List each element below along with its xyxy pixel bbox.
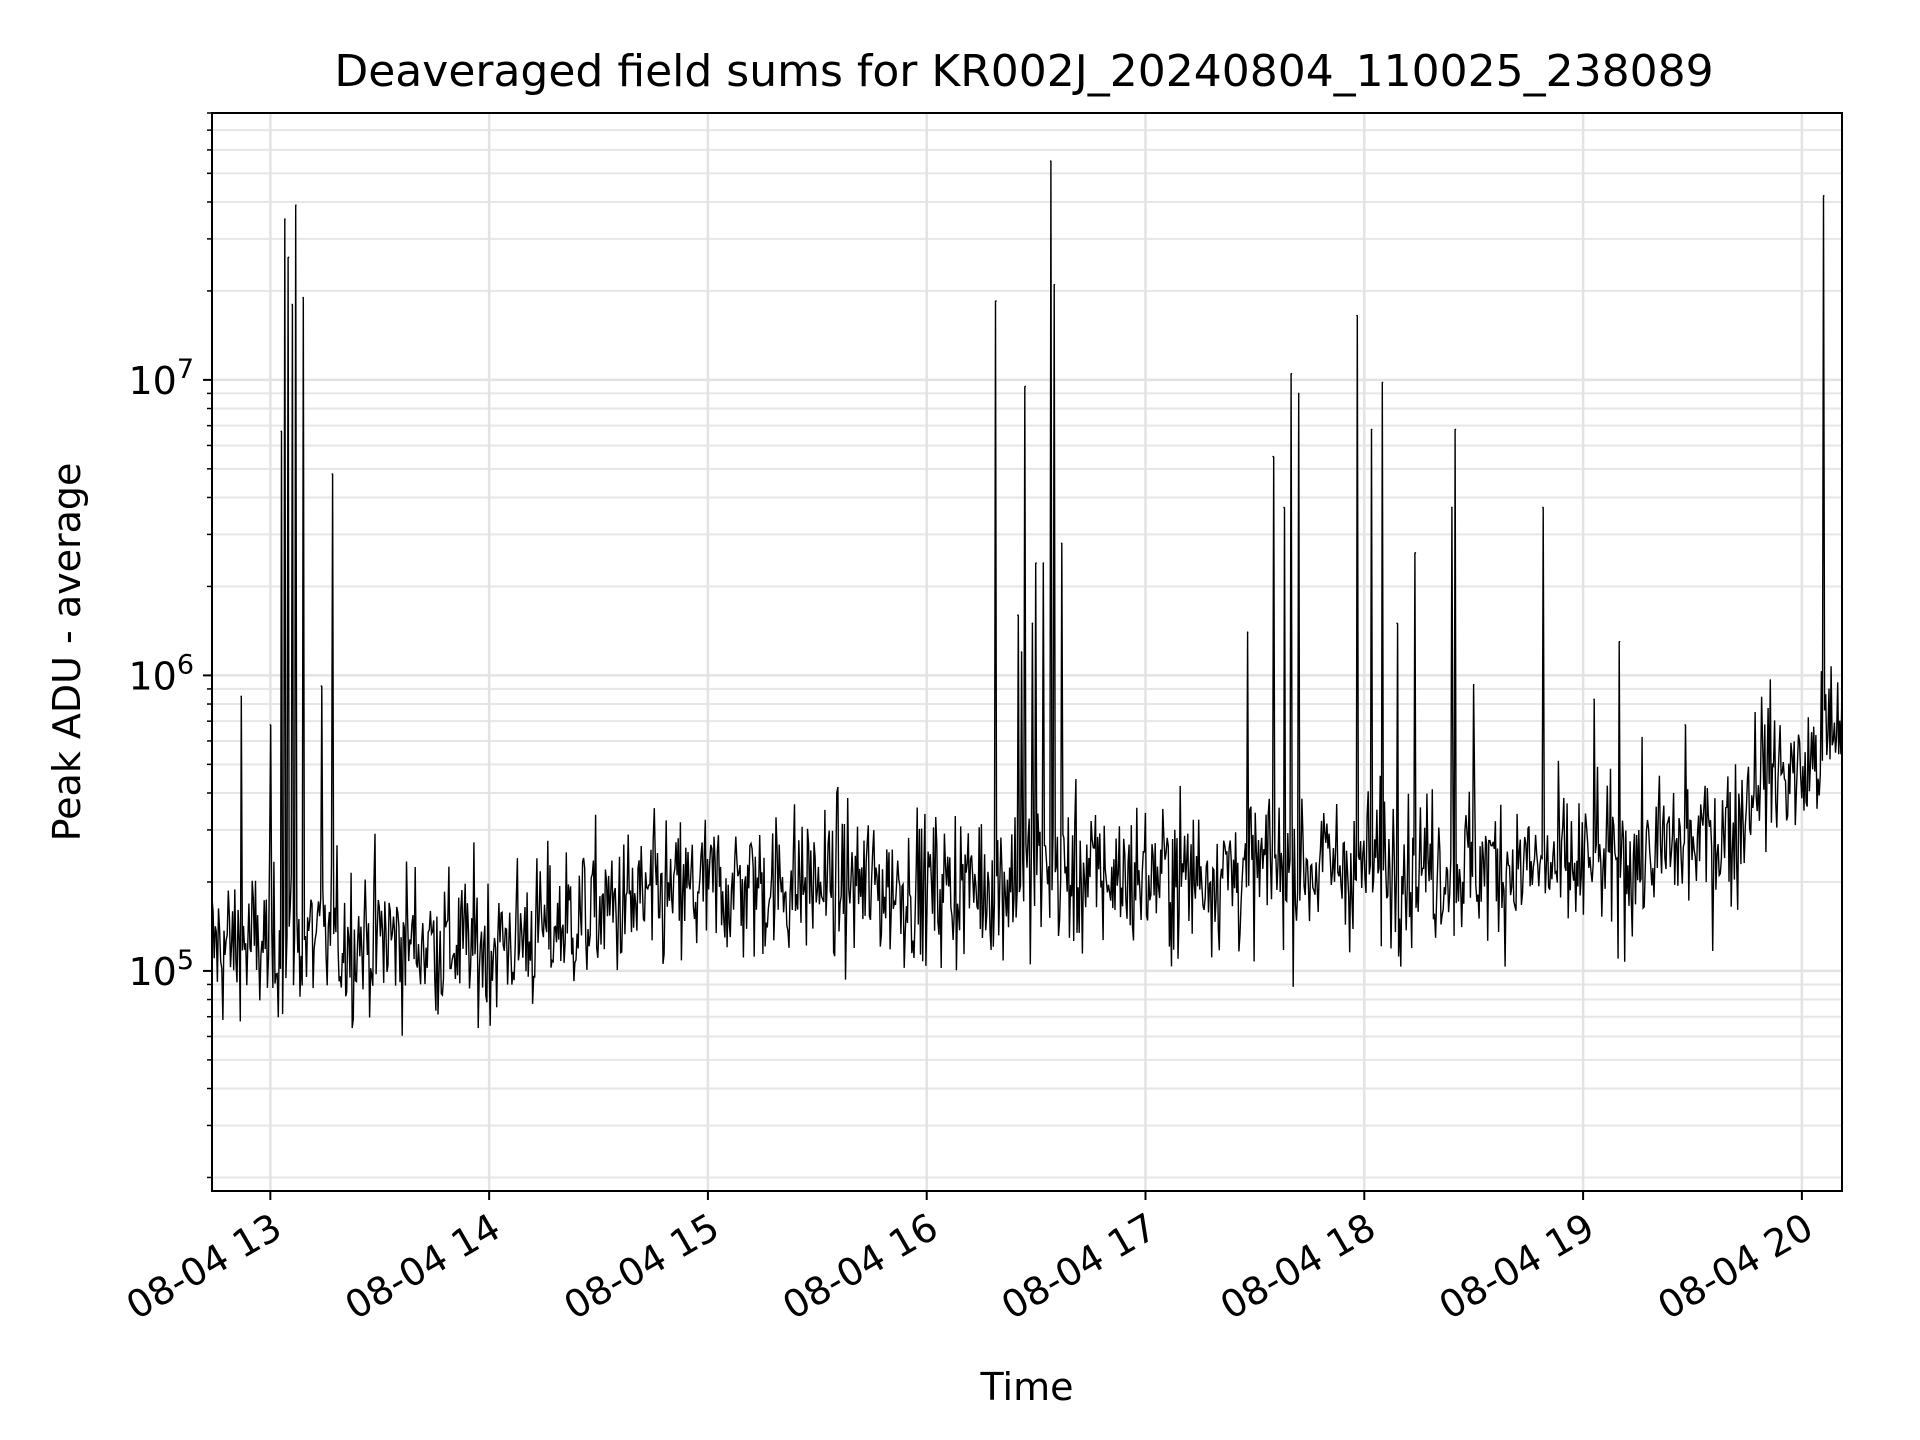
spike-point [1017, 614, 1019, 616]
spike-point [320, 685, 323, 687]
spike-point [280, 430, 283, 433]
spike-point [1396, 622, 1398, 625]
spike-point [995, 300, 997, 302]
grid [212, 112, 1842, 1191]
spike-point [287, 256, 290, 259]
y-axis-label: Peak ADU - average [45, 463, 89, 842]
spike-point [1035, 562, 1037, 564]
spike-point [1042, 562, 1045, 564]
spike-point [1618, 640, 1621, 643]
spike-point [1454, 428, 1457, 431]
spike-point [1297, 392, 1300, 395]
spike-point [1283, 506, 1285, 509]
spike-point [1246, 631, 1249, 634]
spike-point [1290, 372, 1293, 375]
spike-point [240, 695, 242, 698]
spike-point [295, 204, 297, 207]
spike-point [1020, 651, 1023, 653]
plot-frame [211, 112, 1843, 1192]
plot-area [211, 160, 1843, 1036]
spike-point [269, 724, 272, 726]
spike-point [1593, 698, 1595, 701]
spike-point [1542, 506, 1544, 509]
spike-point [1272, 455, 1274, 458]
spike-point [1060, 542, 1063, 545]
spike-point [1053, 283, 1056, 286]
spike-point [1472, 683, 1475, 686]
spike-point [1049, 160, 1052, 162]
spike-point [284, 218, 286, 220]
spike-point [1414, 551, 1417, 554]
spike-point [302, 296, 304, 299]
spike-point [1024, 385, 1026, 388]
series-line [211, 161, 1843, 1036]
x-axis-label: Time [980, 1365, 1074, 1409]
spike-point [291, 303, 294, 306]
spike-point [1356, 314, 1358, 317]
spike-point [1381, 381, 1384, 384]
spike-point [331, 473, 334, 475]
y-tick-label: 107 [128, 354, 194, 403]
spike-point [1822, 194, 1825, 197]
spike-point [1031, 622, 1034, 625]
spike-point [1370, 428, 1373, 431]
spike-point [1451, 506, 1453, 509]
chart-title: Deaveraged field sums for KR002J_2024080… [334, 46, 1713, 97]
spike-point [1684, 724, 1686, 726]
